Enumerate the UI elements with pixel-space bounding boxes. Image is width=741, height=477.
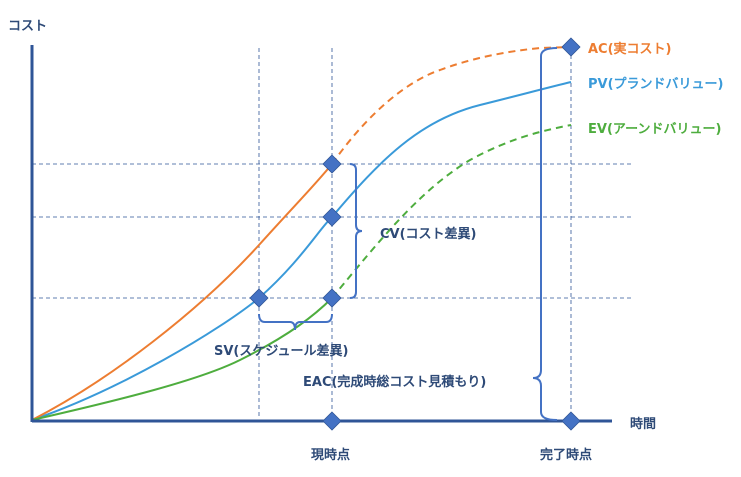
ev-curve-actual [31, 297, 333, 421]
ev-label: EV(アーンドバリュー) [588, 122, 722, 137]
ac-label: AC(実コスト) [588, 42, 672, 57]
now-label: 現時点 [311, 448, 351, 463]
sv-brace [258, 313, 333, 331]
pv-curve [31, 81, 572, 421]
ev-curve-forecast [331, 124, 572, 299]
pv-at-ev-diamond [249, 288, 269, 308]
completion-axis-diamond [561, 411, 581, 431]
cv-brace [349, 163, 363, 299]
ac-curve-forecast [331, 46, 572, 165]
now-axis-diamond [322, 411, 342, 431]
sv-label: SV(スケジュール差異) [214, 344, 349, 359]
eac-brace [532, 47, 558, 421]
ac-now-diamond [322, 154, 342, 174]
cv-label: CV(コスト差異) [380, 227, 477, 242]
ev-now-diamond [322, 288, 342, 308]
completion-label: 完了時点 [540, 448, 593, 463]
x-axis-label: 時間 [630, 417, 657, 432]
y-axis-label: コスト [8, 19, 48, 34]
ac-curve-actual [31, 163, 333, 421]
pv-now-diamond [322, 207, 342, 227]
eac-diamond [561, 37, 581, 57]
eac-label: EAC(完成時総コスト見積もり) [303, 375, 487, 390]
pv-label: PV(プランドバリュー) [588, 77, 724, 92]
